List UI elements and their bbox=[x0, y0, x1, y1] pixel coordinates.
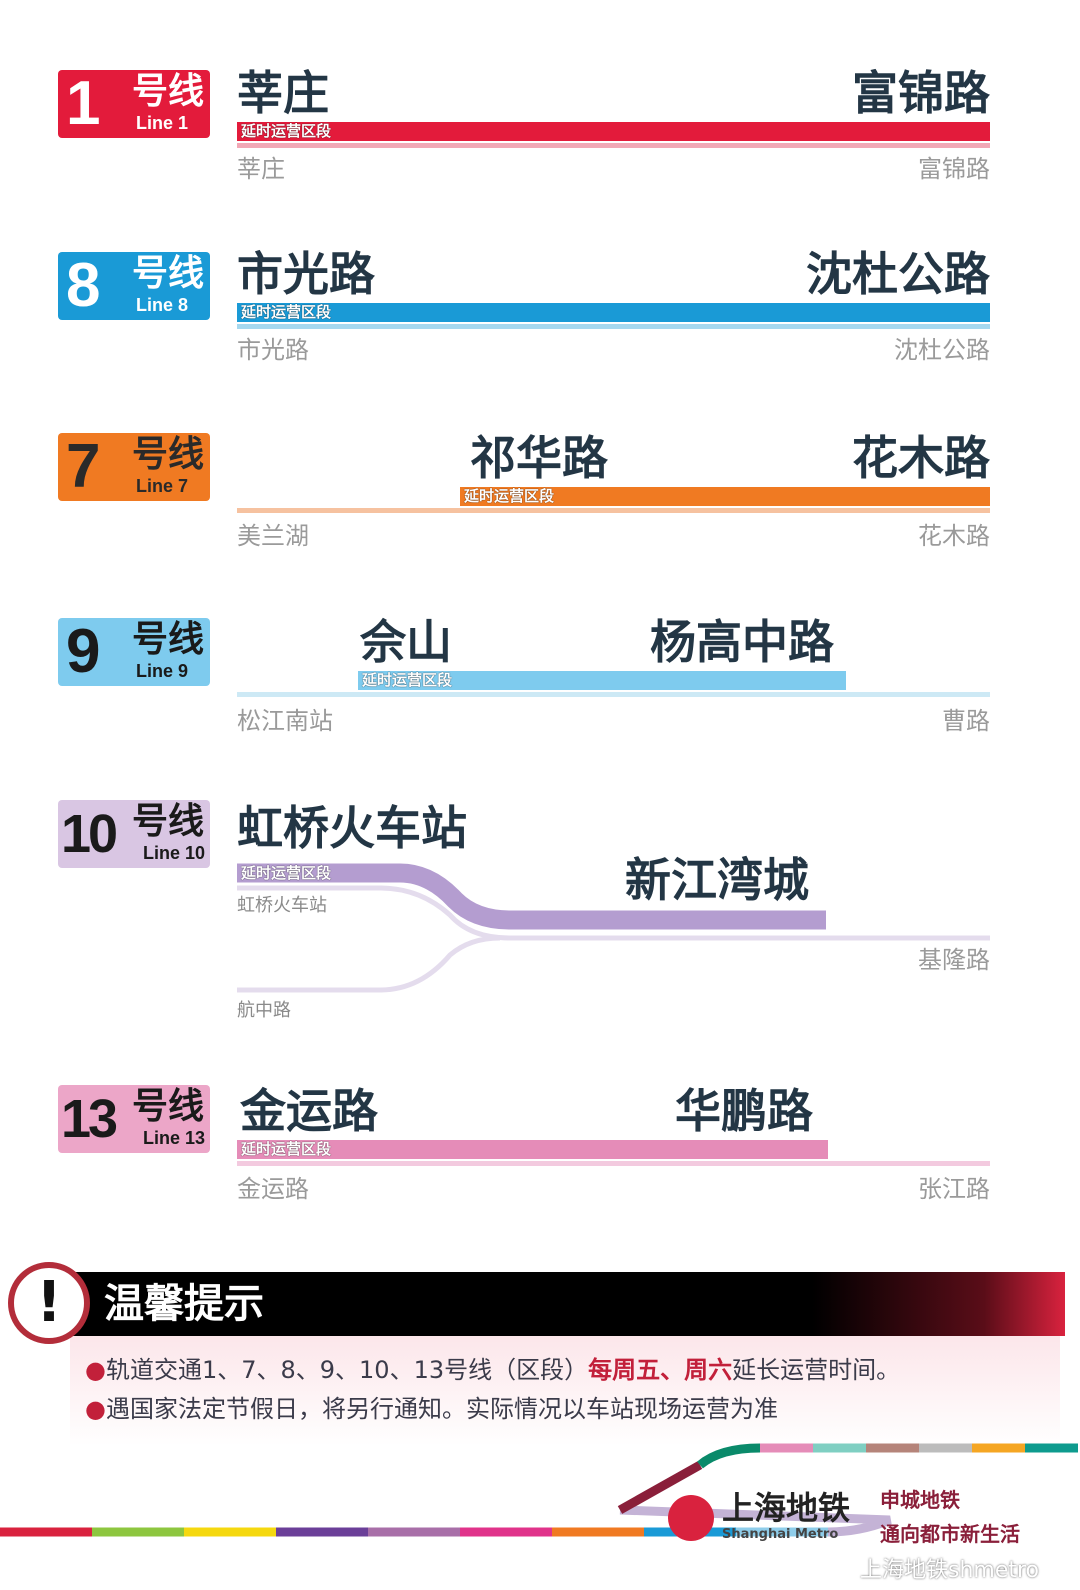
badge-hx: 号线 bbox=[131, 434, 204, 475]
slogan-1: 申城地铁 bbox=[880, 1488, 960, 1512]
badge-num: 9 bbox=[66, 617, 101, 686]
station-from: 虹桥火车站 bbox=[237, 801, 467, 855]
terminal-a: 松江南站 bbox=[237, 707, 333, 735]
badge-num: 10 bbox=[61, 804, 118, 864]
station-from: 祁华路 bbox=[470, 431, 608, 485]
notice-header-bar bbox=[55, 1272, 1065, 1336]
line-badge-8: 8 号线 Line 8 bbox=[58, 252, 210, 320]
full-line-track bbox=[237, 1161, 990, 1166]
notice-text: 延长运营时间。 bbox=[732, 1356, 901, 1384]
notice-text: 轨道交通1、7、8、9、10、13号线（区段） bbox=[105, 1356, 589, 1384]
terminal-b: 富锦路 bbox=[918, 155, 990, 183]
station-to: 华鹏路 bbox=[675, 1084, 813, 1138]
stripe-segment bbox=[617, 1461, 703, 1514]
extended-service-bar: 延时运营区段 bbox=[358, 671, 846, 690]
station-to: 富锦路 bbox=[852, 66, 990, 120]
line-badge-13: 13 号线 Line 13 bbox=[58, 1085, 210, 1153]
full-line-track bbox=[237, 143, 990, 148]
station-from: 市光路 bbox=[237, 247, 375, 301]
terminal-a: 美兰湖 bbox=[237, 522, 309, 550]
bullet-icon: ● bbox=[85, 1356, 106, 1384]
thin-track-branch bbox=[237, 935, 501, 993]
stripe-segment bbox=[697, 1443, 761, 1469]
logo-text-en: Shanghai Metro bbox=[722, 1527, 839, 1542]
bullet-icon: ● bbox=[85, 1395, 106, 1423]
badge-num: 1 bbox=[66, 69, 101, 138]
notice-emphasis: 每周五、周六 bbox=[588, 1356, 733, 1384]
badge-hx: 号线 bbox=[131, 1086, 204, 1127]
extended-service-bar: 延时运营区段 bbox=[460, 487, 990, 506]
terminal-b: 张江路 bbox=[918, 1175, 990, 1203]
badge-en: Line 7 bbox=[135, 476, 188, 496]
logo-text-cn: 上海地铁 bbox=[722, 1489, 851, 1527]
stripe-segment bbox=[619, 1505, 892, 1537]
terminal-b: 花木路 bbox=[918, 522, 990, 550]
extended-service-bar: 延时运营区段 bbox=[237, 122, 990, 141]
extended-service-label: 延时运营区段 bbox=[241, 303, 332, 321]
metro-logo-icon bbox=[668, 1495, 714, 1541]
notice-item-1: ●轨道交通1、7、8、9、10、13号线（区段）每周五、周六延长运营时间。 bbox=[85, 1355, 900, 1385]
station-to: 杨高中路 bbox=[650, 615, 834, 669]
terminal-a: 虹桥火车站 bbox=[237, 895, 327, 916]
color-stripe-graphic bbox=[0, 1443, 1078, 1537]
extended-service-bar: 延时运营区段 bbox=[237, 303, 990, 322]
extended-service-label: 延时运营区段 bbox=[241, 864, 332, 882]
terminal-b: 沈杜公路 bbox=[894, 336, 990, 364]
badge-num: 7 bbox=[66, 432, 101, 501]
notice-title: 温馨提示 bbox=[104, 1281, 264, 1327]
extended-service-bar: 延时运营区段 bbox=[237, 1140, 828, 1159]
station-to: 沈杜公路 bbox=[806, 247, 990, 301]
badge-num: 13 bbox=[61, 1089, 118, 1149]
badge-hx: 号线 bbox=[131, 71, 204, 112]
line-badge-7: 7 号线 Line 7 bbox=[58, 433, 210, 501]
badge-en: Line 8 bbox=[135, 295, 188, 315]
full-line-track bbox=[237, 508, 990, 513]
slogan-2: 通向都市新生活 bbox=[880, 1522, 1020, 1546]
watermark: 上海地铁shmetro bbox=[860, 1558, 1040, 1583]
badge-hx: 号线 bbox=[131, 253, 204, 294]
station-from: 佘山 bbox=[360, 615, 452, 669]
station-from: 金运路 bbox=[240, 1084, 378, 1138]
line-badge-9: 9 号线 Line 9 bbox=[58, 618, 210, 686]
extended-service-label: 延时运营区段 bbox=[241, 122, 332, 140]
extended-service-label-box: 延时运营区段 bbox=[237, 864, 367, 883]
terminal-a: 莘庄 bbox=[237, 155, 285, 183]
station-to: 花木路 bbox=[852, 431, 990, 485]
extended-service-label: 延时运营区段 bbox=[362, 671, 453, 689]
terminal-b: 基隆路 bbox=[918, 946, 990, 974]
extended-service-label: 延时运营区段 bbox=[464, 487, 555, 505]
line-badge-1: 1 号线 Line 1 bbox=[58, 70, 210, 138]
badge-en: Line 1 bbox=[135, 113, 188, 133]
station-from: 莘庄 bbox=[237, 66, 329, 120]
badge-hx: 号线 bbox=[131, 619, 204, 660]
badge-en: Line 13 bbox=[142, 1128, 205, 1148]
extended-service-label: 延时运营区段 bbox=[241, 1140, 332, 1158]
notice-item-2: ●遇国家法定节假日，将另行通知。实际情况以车站现场运营为准 bbox=[85, 1394, 778, 1424]
badge-hx: 号线 bbox=[131, 801, 204, 842]
terminal-c: 航中路 bbox=[237, 1000, 291, 1021]
terminal-a: 金运路 bbox=[237, 1175, 309, 1203]
full-line-track bbox=[237, 692, 990, 697]
badge-num: 8 bbox=[66, 251, 101, 320]
badge-en: Line 9 bbox=[135, 661, 188, 681]
terminal-b: 曹路 bbox=[942, 707, 990, 735]
extended-service-bar bbox=[237, 863, 826, 930]
notice-background bbox=[70, 1336, 1060, 1446]
terminal-a: 市光路 bbox=[237, 336, 309, 364]
line-10-track-graphic bbox=[237, 863, 990, 993]
full-line-track bbox=[237, 324, 990, 329]
warning-icon: ! bbox=[8, 1262, 90, 1344]
badge-en: Line 10 bbox=[142, 843, 205, 863]
notice-text: 遇国家法定节假日，将另行通知。实际情况以车站现场运营为准 bbox=[105, 1395, 778, 1423]
station-to: 新江湾城 bbox=[625, 853, 809, 907]
line-badge-10: 10 号线 Line 10 bbox=[58, 800, 210, 868]
